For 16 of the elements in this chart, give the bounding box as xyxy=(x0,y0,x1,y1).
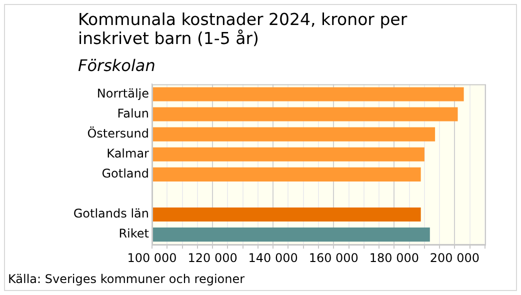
y-tick-label: Gotland xyxy=(102,166,149,181)
y-tick-label: Falun xyxy=(117,106,149,120)
chart-subtitle: Förskolan xyxy=(78,56,156,75)
x-tick-label: 200 000 xyxy=(430,250,480,265)
x-tick-label: 160 000 xyxy=(308,250,358,265)
y-tick-label: Gotlands län xyxy=(73,206,149,221)
x-tick-label: 120 000 xyxy=(188,250,238,265)
text: Källa: Sveriges kommuner och regioner xyxy=(8,272,245,286)
x-tick-label: 140 000 xyxy=(248,250,298,265)
x-tick-label: 180 000 xyxy=(369,250,419,265)
chart-title: Kommunala kostnader 2024, kronor per inskrivet barn (1-5 år) xyxy=(78,10,408,48)
y-tick-label: Kalmar xyxy=(106,146,150,160)
x-tick-label: 100 000 xyxy=(127,250,177,265)
y-tick-label: Norrtälje xyxy=(96,86,149,100)
y-tick-label: Östersund xyxy=(87,126,149,140)
y-tick-label: Riket xyxy=(118,226,150,241)
